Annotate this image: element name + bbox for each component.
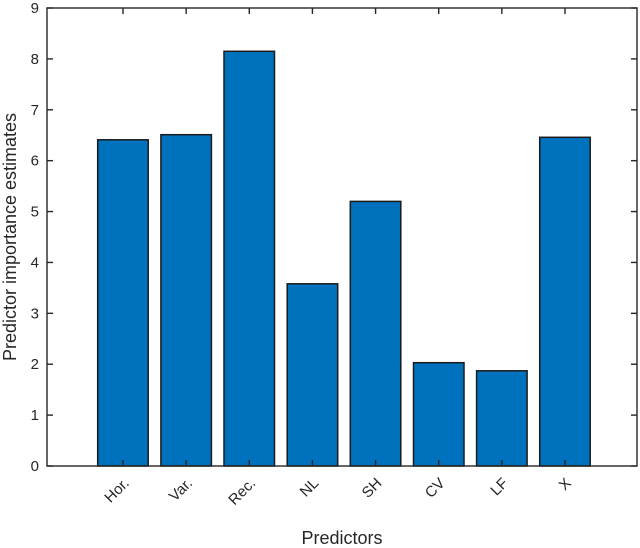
- x-tick-label-X: X: [556, 475, 575, 494]
- x-tick-label-Hor: Hor.: [101, 475, 132, 506]
- y-tick-label-1: 1: [31, 407, 39, 424]
- y-tick-label-5: 5: [31, 204, 39, 221]
- x-tick-label-Rec: Rec.: [225, 475, 259, 509]
- y-axis-title: Predictor importance estimates: [0, 113, 20, 361]
- x-tick-label-NL: NL: [297, 475, 323, 501]
- bar-NL: [286, 283, 339, 467]
- y-tick-label-0: 0: [31, 458, 39, 475]
- bar-Var: [160, 133, 213, 467]
- bar-CV: [412, 361, 465, 467]
- bar-LF: [475, 370, 528, 467]
- x-tick-label-CV: CV: [422, 475, 449, 502]
- y-tick-label-7: 7: [31, 102, 39, 119]
- x-axis-title: Predictors: [301, 528, 382, 548]
- y-tick-label-2: 2: [31, 356, 39, 373]
- bar-Hor: [96, 139, 149, 467]
- x-tick-label-Var: Var.: [166, 475, 196, 505]
- x-tick-label-SH: SH: [359, 475, 386, 502]
- bars-layer: [96, 50, 591, 467]
- y-tick-label-9: 9: [31, 0, 39, 17]
- y-tick-label-3: 3: [31, 305, 39, 322]
- y-tick-label-6: 6: [31, 153, 39, 170]
- x-tick-label-LF: LF: [487, 475, 511, 499]
- axes-box: [46, 7, 638, 467]
- y-tick-label-4: 4: [31, 254, 39, 271]
- bar-SH: [349, 200, 402, 467]
- bar-X: [538, 136, 591, 467]
- bar-Rec: [223, 50, 276, 467]
- y-tick-label-8: 8: [31, 51, 39, 68]
